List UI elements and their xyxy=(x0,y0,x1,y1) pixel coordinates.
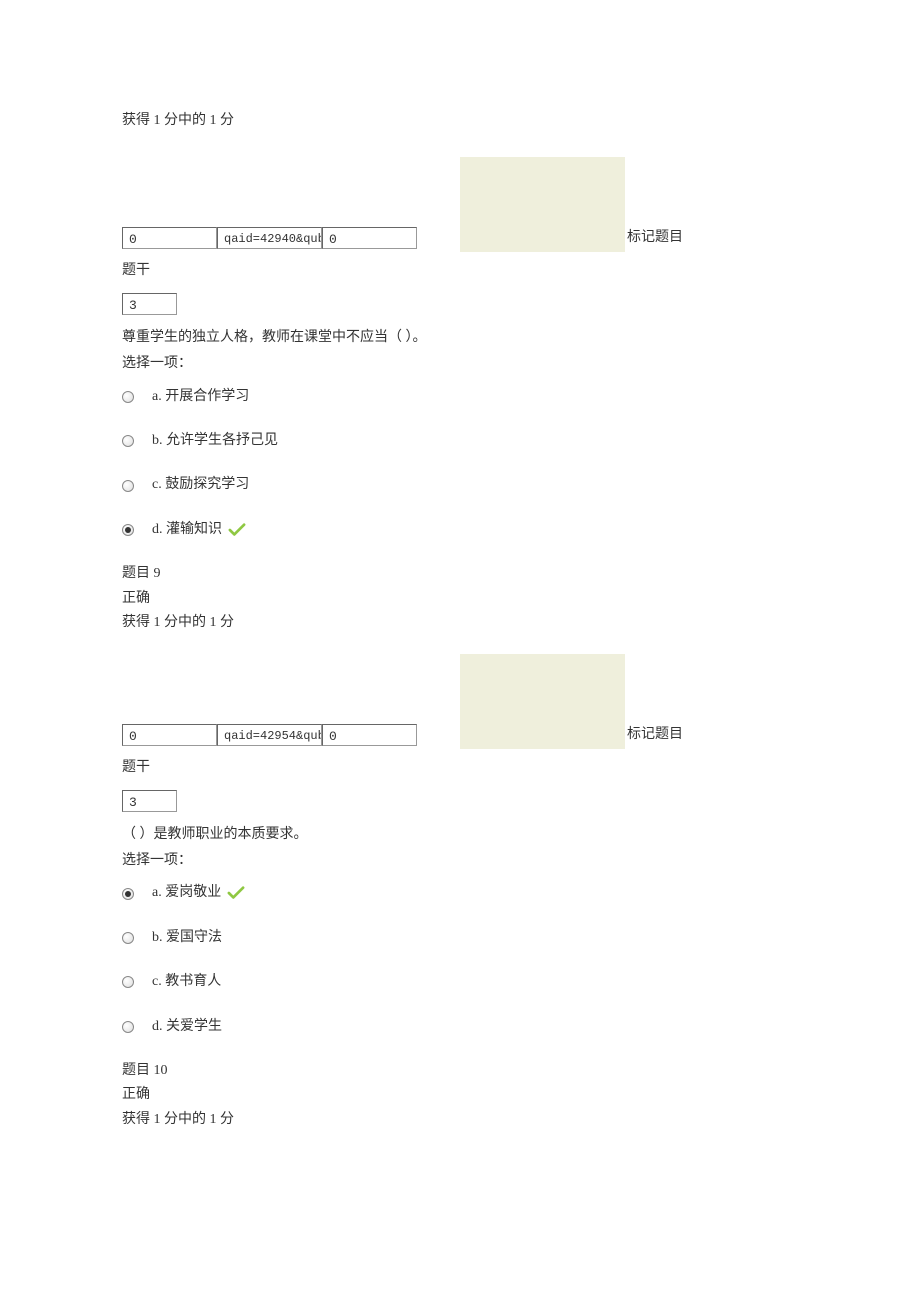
q9-flag-label[interactable]: 标记题目 xyxy=(627,724,683,746)
q8-flag-label[interactable]: 标记题目 xyxy=(627,227,683,249)
q9-option-c[interactable]: c. 教书育人 xyxy=(122,971,798,993)
q8-option-b[interactable]: b. 允许学生各抒己见 xyxy=(122,430,798,452)
q8-option-a[interactable]: a. 开展合作学习 xyxy=(122,386,798,408)
q9-title: 题目 9 xyxy=(122,563,798,585)
q10-status: 正确 xyxy=(122,1084,798,1106)
q8-choose-label: 选择一项： xyxy=(122,353,798,375)
q9-option-b[interactable]: b. 爱国守法 xyxy=(122,927,798,949)
radio-unchecked-icon[interactable] xyxy=(122,435,134,447)
q8-option-c-text: c. 鼓励探究学习 xyxy=(152,474,249,496)
radio-unchecked-icon[interactable] xyxy=(122,1021,134,1033)
q8-option-a-text: a. 开展合作学习 xyxy=(152,386,249,408)
q8-option-c[interactable]: c. 鼓励探究学习 xyxy=(122,474,798,496)
q9-option-a-text: a. 爱岗敬业 xyxy=(152,882,221,904)
q9-flag-image-placeholder xyxy=(460,654,625,749)
q10-title: 题目 10 xyxy=(122,1060,798,1082)
q9-option-d-text: d. 关爱学生 xyxy=(152,1016,222,1038)
q8-input-2[interactable]: qaid=42940&qub xyxy=(217,227,322,249)
q9-status: 正确 xyxy=(122,588,798,610)
q8-option-d[interactable]: d. 灌输知识 xyxy=(122,519,798,541)
q8-input-1[interactable]: 0 xyxy=(122,227,217,249)
q8-option-d-text: d. 灌输知识 xyxy=(152,519,222,541)
q9-stem-label: 题干 xyxy=(122,757,798,779)
q9-question: （ ）是教师职业的本质要求。 xyxy=(122,824,798,846)
q10-score: 获得 1 分中的 1 分 xyxy=(122,1109,798,1131)
correct-check-icon xyxy=(228,519,246,541)
radio-unchecked-icon[interactable] xyxy=(122,976,134,988)
correct-check-icon xyxy=(227,882,245,904)
q9-option-d[interactable]: d. 关爱学生 xyxy=(122,1016,798,1038)
q9-small-input[interactable]: 3 xyxy=(122,790,177,812)
q8-score: 获得 1 分中的 1 分 xyxy=(122,110,798,132)
radio-unchecked-icon[interactable] xyxy=(122,932,134,944)
radio-checked-icon[interactable] xyxy=(122,888,134,900)
q8-input-3[interactable]: 0 xyxy=(322,227,417,249)
q8-question: 尊重学生的独立人格，教师在课堂中不应当（ ）。 xyxy=(122,327,798,349)
q9-option-c-text: c. 教书育人 xyxy=(152,971,221,993)
q8-option-b-text: b. 允许学生各抒己见 xyxy=(152,430,278,452)
q8-flag-image-placeholder xyxy=(460,157,625,252)
q8-stem-label: 题干 xyxy=(122,260,798,282)
q9-choose-label: 选择一项： xyxy=(122,850,798,872)
q8-small-input[interactable]: 3 xyxy=(122,293,177,315)
q8-flag-row: 标记题目 0 qaid=42940&qub 0 xyxy=(122,152,798,252)
radio-unchecked-icon[interactable] xyxy=(122,391,134,403)
radio-unchecked-icon[interactable] xyxy=(122,480,134,492)
q9-input-2[interactable]: qaid=42954&qub xyxy=(217,724,322,746)
radio-checked-icon[interactable] xyxy=(122,524,134,536)
q9-input-1[interactable]: 0 xyxy=(122,724,217,746)
q9-option-a[interactable]: a. 爱岗敬业 xyxy=(122,882,798,904)
q9-flag-row: 标记题目 0 qaid=42954&qub 0 xyxy=(122,649,798,749)
q9-score: 获得 1 分中的 1 分 xyxy=(122,612,798,634)
q9-input-3[interactable]: 0 xyxy=(322,724,417,746)
q9-option-b-text: b. 爱国守法 xyxy=(152,927,222,949)
